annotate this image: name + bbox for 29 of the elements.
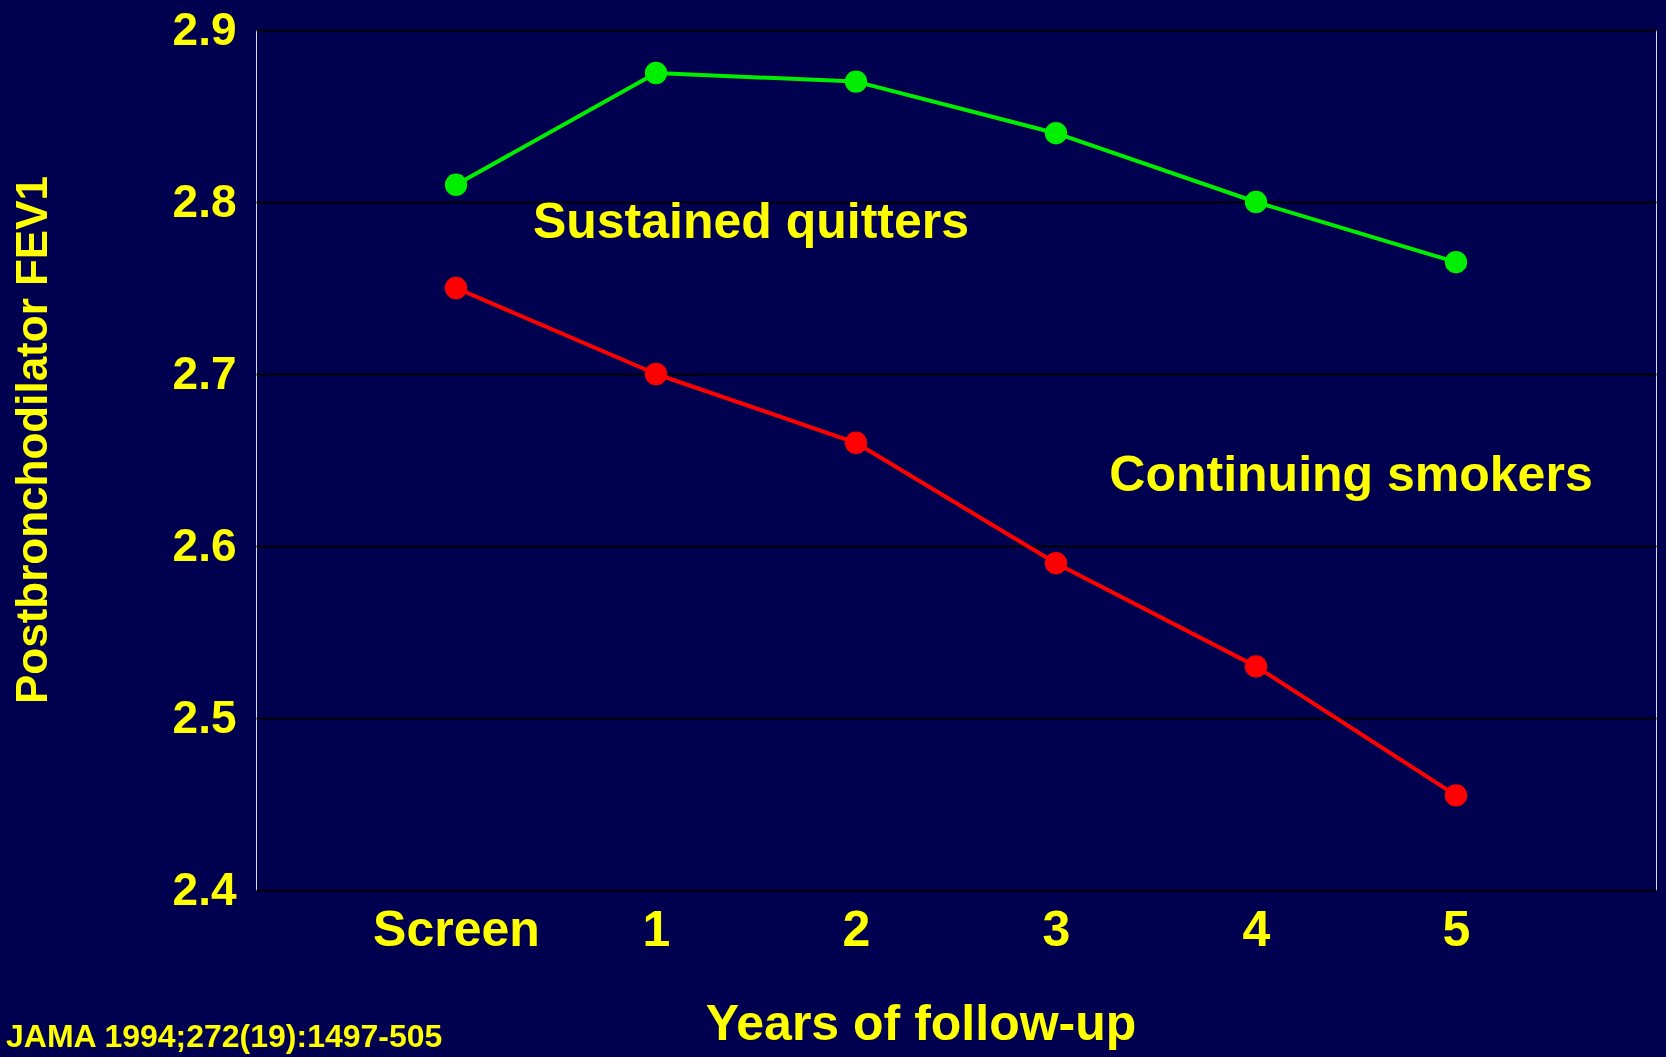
x-tick-label: 5 <box>1442 900 1471 957</box>
x-tick-label: 3 <box>1042 900 1071 957</box>
point <box>1044 552 1068 575</box>
y-tick-label: 2.9 <box>172 2 237 55</box>
x-tick-label: 2 <box>842 900 871 957</box>
text: JAMA 1994;272(19):1497-505 <box>6 1018 443 1054</box>
y-tick-label: 2.5 <box>172 690 237 743</box>
y-tick-label: 2.4 <box>172 862 237 915</box>
point <box>844 70 868 93</box>
y-axis-title: Postbronchodilator FEV1 <box>7 175 56 705</box>
point <box>644 362 668 386</box>
point <box>1444 251 1468 274</box>
y-tick-label: 2.7 <box>172 346 237 399</box>
x-tick-label: 1 <box>642 900 671 957</box>
x-tick-label: Screen <box>373 900 540 957</box>
x-tick-label: 4 <box>1242 900 1271 957</box>
point <box>844 431 868 454</box>
point <box>444 276 468 300</box>
series-label: Continuing smokers <box>1109 446 1593 503</box>
y-tick-label: 2.8 <box>172 174 237 227</box>
point <box>1044 122 1068 145</box>
point <box>444 173 468 196</box>
x-axis-title: Years of follow-up <box>705 995 1137 1051</box>
point <box>644 61 668 85</box>
series-label: Sustained quitters <box>532 193 970 249</box>
point <box>1244 190 1268 214</box>
point <box>1244 655 1268 678</box>
point <box>1444 784 1468 807</box>
y-tick-label: 2.6 <box>172 518 237 571</box>
